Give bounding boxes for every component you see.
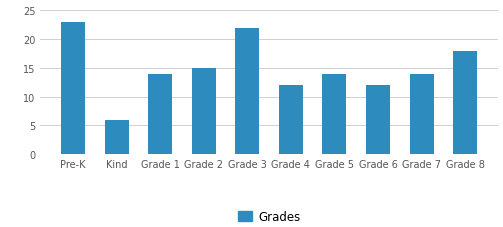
- Bar: [148, 74, 172, 154]
- Bar: [279, 86, 303, 154]
- Bar: [409, 74, 434, 154]
- Bar: [453, 51, 477, 154]
- Bar: [366, 86, 390, 154]
- Bar: [235, 29, 260, 154]
- Bar: [61, 23, 85, 154]
- Bar: [322, 74, 347, 154]
- Bar: [192, 69, 216, 154]
- Legend: Grades: Grades: [238, 210, 300, 223]
- Bar: [105, 120, 129, 154]
